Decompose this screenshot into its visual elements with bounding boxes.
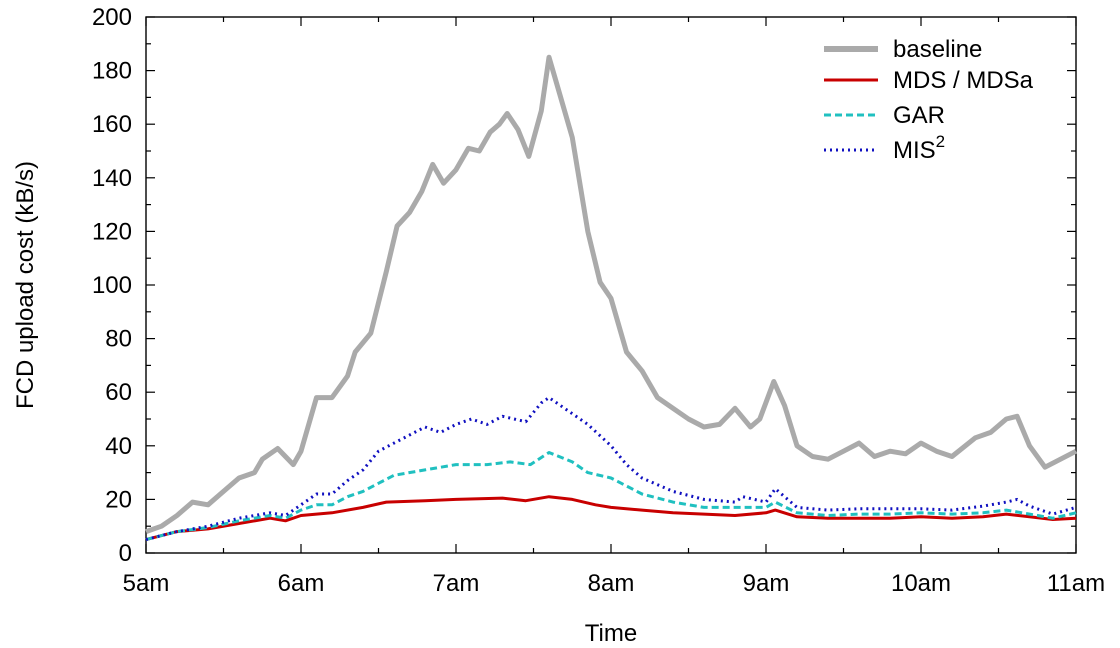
y-tick-label-140: 140 [92,165,132,192]
y-tick-label-40: 40 [105,433,132,460]
plot-frame [145,16,1077,554]
legend-label-mis2-base: MIS [893,137,936,164]
x-axis: 5am 6am 7am 8am 9am 10am 11am [123,17,1105,597]
y-tick-label-0: 0 [119,540,132,567]
x-axis-title: Time [585,620,637,647]
y-tick-label-60: 60 [105,379,132,406]
x-tick-label-7am: 7am [433,570,480,597]
y-axis: 0 20 40 60 80 100 120 140 160 180 200 [92,4,1076,567]
legend-label-gar: GAR [893,102,945,129]
y-tick-label-20: 20 [105,486,132,513]
y-tick-label-120: 120 [92,218,132,245]
y-tick-label-160: 160 [92,111,132,138]
series-line-mds-mdsa [145,495,1077,542]
series-line-baseline [145,54,1078,534]
x-tick-label-11am: 11am [1047,570,1105,597]
series-layer [145,54,1078,542]
legend-label-mds: MDS / MDSa [893,67,1034,94]
x-tick-label-8am: 8am [588,570,635,597]
y-tick-label-180: 180 [92,58,132,85]
y-axis-title: FCD upload cost (kB/s) [12,161,39,409]
y-tick-label-100: 100 [92,272,132,299]
x-tick-label-5am: 5am [123,570,170,597]
legend-label-mis2: MIS2 [893,132,945,164]
x-tick-label-10am: 10am [891,570,951,597]
y-tick-label-80: 80 [105,326,132,353]
y-tick-label-200: 200 [92,4,132,31]
series-line-gar [145,451,1077,542]
legend: baseline MDS / MDSa GAR MIS2 [824,36,1034,164]
legend-label-mis2-superscript: 2 [936,132,945,151]
x-tick-label-9am: 9am [743,570,790,597]
legend-label-baseline: baseline [893,36,982,63]
x-tick-label-6am: 6am [278,570,325,597]
